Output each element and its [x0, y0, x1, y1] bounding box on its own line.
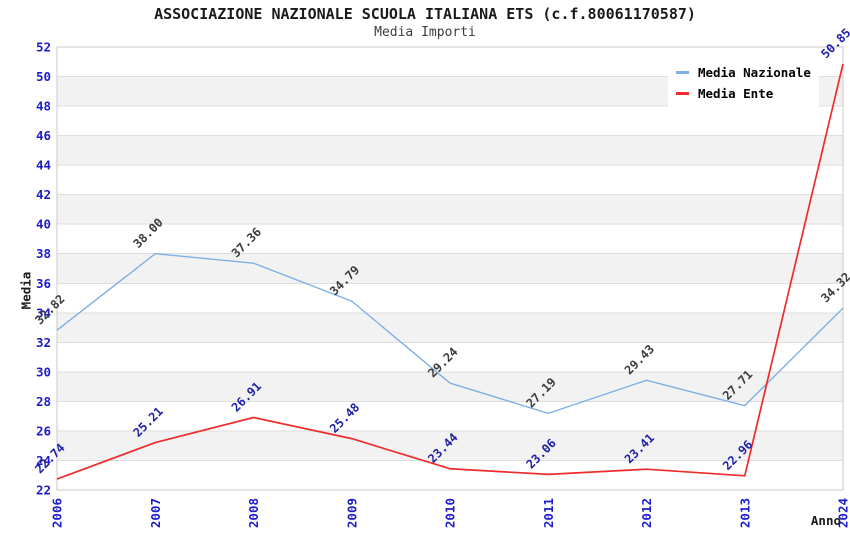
- series-line-media-ente: [56, 63, 844, 480]
- chart-title: ASSOCIAZIONE NAZIONALE SCUOLA ITALIANA E…: [154, 5, 696, 23]
- y-tick-label: 28: [36, 394, 51, 409]
- y-tick-label: 48: [36, 99, 51, 114]
- x-axis-title: Anno: [810, 513, 841, 528]
- y-tick-label: 32: [36, 335, 51, 350]
- y-tick-label: 34: [36, 305, 51, 320]
- legend: Media Nazionale Media Ente: [668, 57, 819, 110]
- x-tick-label: 2024: [836, 498, 850, 528]
- x-tick-label: 2006: [50, 498, 65, 528]
- legend-label: Media Ente: [698, 86, 774, 101]
- y-tick-label: 52: [36, 40, 51, 55]
- x-tick-label: 2009: [344, 498, 359, 528]
- x-tick-label: 2012: [639, 498, 654, 528]
- y-tick-label: 38: [36, 246, 51, 261]
- chart-subtitle: Media Importi: [374, 25, 476, 40]
- plot-band: [57, 430, 843, 461]
- y-tick-label: 30: [36, 364, 51, 379]
- x-tick-label: 2007: [148, 498, 163, 528]
- x-tick-label: 2011: [541, 498, 556, 528]
- y-tick-label: 36: [36, 276, 51, 291]
- y-tick-label: 22: [36, 483, 51, 498]
- y-tick-label: 24: [36, 453, 51, 468]
- legend-swatch-ente-icon: [676, 92, 689, 95]
- y-tick-label: 44: [36, 158, 51, 173]
- y-tick-label: 42: [36, 187, 51, 202]
- plot-band: [57, 371, 843, 402]
- y-tick-label: 46: [36, 128, 51, 143]
- value-label: 25.48: [327, 400, 362, 435]
- y-tick-label: 40: [36, 217, 51, 232]
- plot-band: [57, 253, 843, 284]
- y-tick-label: 50: [36, 69, 51, 84]
- y-axis-title: Media: [18, 271, 34, 310]
- x-tick-label: 2010: [443, 498, 458, 528]
- x-tick-label: 2013: [737, 498, 752, 528]
- value-label: 50.85: [818, 26, 850, 61]
- y-tick-label: 26: [36, 423, 51, 438]
- x-tick-label: 2008: [246, 498, 261, 528]
- legend-swatch-nazionale-icon: [676, 71, 689, 74]
- legend-label: Media Nazionale: [698, 65, 811, 80]
- legend-item-media-ente: Media Ente: [676, 83, 811, 104]
- plot-band: [57, 135, 843, 166]
- series-line-media-nazionale: [56, 253, 844, 415]
- legend-item-media-nazionale: Media Nazionale: [676, 62, 811, 83]
- plot-band: [57, 194, 843, 225]
- plot-border: [56, 46, 844, 491]
- plot-band: [57, 312, 843, 343]
